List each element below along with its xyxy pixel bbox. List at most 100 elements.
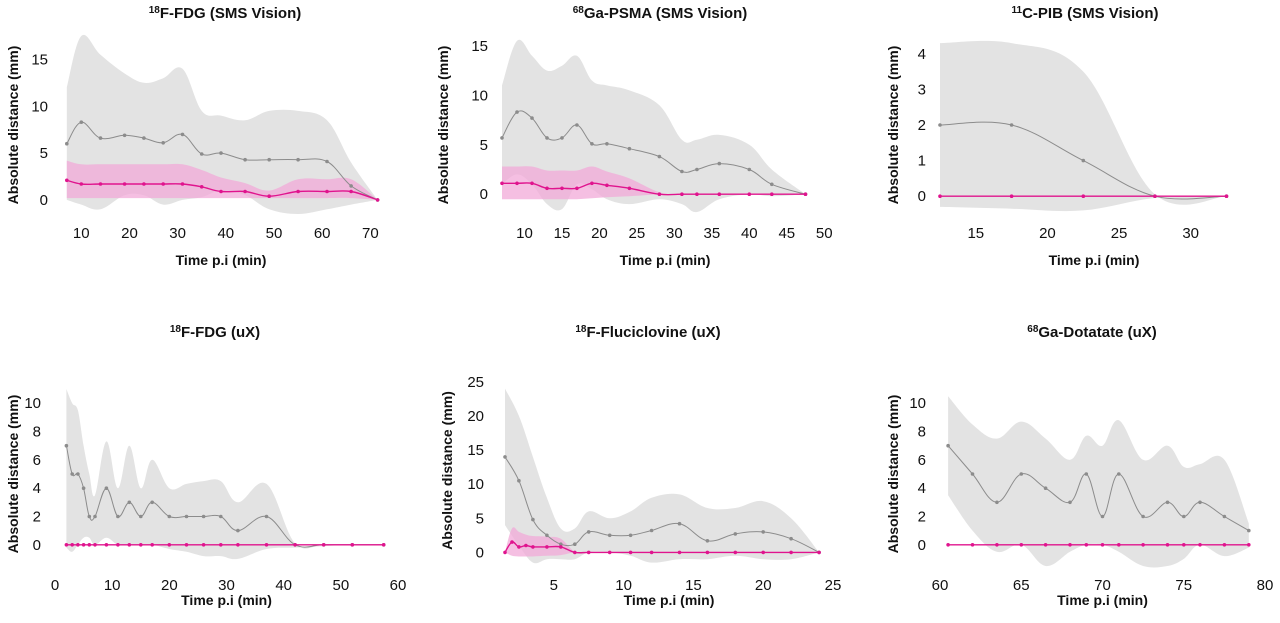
chart-title-text: F-FDG (uX) (181, 324, 260, 341)
data-point-pink (1222, 543, 1227, 547)
y-tick-label: 0 (40, 192, 48, 209)
data-point-grey (1222, 514, 1227, 519)
data-point-pink (381, 543, 386, 547)
data-point-grey (81, 486, 86, 491)
data-point-pink (104, 543, 109, 547)
series-band-pink (66, 160, 378, 200)
x-tick-label: 0 (51, 577, 59, 594)
y-tick-label: 5 (40, 145, 48, 162)
data-point-pink (1081, 194, 1086, 198)
data-point-pink (167, 543, 172, 547)
x-tick-label: 15 (554, 225, 571, 242)
data-point-grey (1084, 472, 1089, 476)
data-point-grey (530, 116, 534, 120)
x-tick-label: 70 (362, 225, 379, 242)
data-point-grey (76, 472, 80, 476)
data-point-grey (500, 136, 504, 140)
y-axis-label: Absolute distance (mm) (885, 46, 901, 205)
x-tick-label: 10 (73, 225, 90, 242)
x-tick-label: 25 (1111, 225, 1128, 242)
data-point-grey (1117, 472, 1121, 476)
data-point-pink (817, 550, 821, 555)
data-point-grey (150, 500, 154, 505)
x-tick-label: 50 (266, 225, 283, 242)
data-point-grey (695, 167, 699, 172)
data-point-pink (142, 182, 146, 186)
data-point-pink (628, 550, 633, 555)
data-point-pink (500, 181, 504, 186)
chart-panel-2: 68Ga-PSMA (SMS Vision) 0 5 10 15 10 15 20 25 30 35… (435, 5, 833, 268)
data-point-pink (1117, 543, 1121, 547)
chart-title-text: Ga-Dotatate (uX) (1038, 324, 1156, 341)
data-point-grey (1009, 123, 1014, 127)
data-point-pink (81, 543, 86, 547)
data-point-pink (199, 185, 204, 189)
chart-title: 18F-FDG (SMS Vision) (149, 5, 302, 22)
data-point-grey (628, 533, 633, 538)
data-point-grey (627, 146, 632, 151)
data-point-pink (116, 543, 120, 547)
data-point-pink (545, 186, 549, 191)
data-point-grey (1043, 486, 1048, 491)
y-tick-label: 20 (467, 408, 484, 425)
data-point-pink (1141, 543, 1145, 547)
x-tick-label: 60 (314, 225, 331, 242)
data-point-pink (649, 550, 654, 555)
data-point-pink (1224, 194, 1229, 198)
chart-panel-1: 18F-FDG (SMS Vision) 0 5 10 15 10 20 30 40 50 60 70… (5, 5, 380, 268)
chart-title: 18F-Fluciclovine (uX) (575, 324, 720, 341)
data-point-grey (236, 528, 240, 533)
y-tick-label: 10 (31, 98, 48, 115)
x-tick-label: 35 (703, 225, 720, 242)
chart-panel-5: 18F-Fluciclovine (uX) 0 5 10 15 20 25 5 10 15 20 25… (439, 324, 841, 608)
data-point-grey (1100, 514, 1105, 519)
y-tick-label: 4 (33, 480, 41, 497)
data-point-grey (79, 120, 84, 124)
x-axis-label: Time p.i (min) (181, 592, 272, 608)
data-point-pink (946, 543, 950, 547)
data-point-grey (747, 167, 752, 172)
data-point-pink (515, 181, 519, 186)
chart-title-text: F-Fluciclovine (uX) (586, 324, 720, 341)
y-tick-label: 15 (31, 51, 48, 68)
x-tick-label: 75 (1175, 577, 1192, 594)
data-point-grey (65, 141, 69, 146)
x-tick-label: 30 (218, 577, 235, 594)
data-point-pink (219, 189, 223, 194)
chart-title-text: C-PIB (SMS Vision) (1022, 5, 1158, 22)
data-point-grey (649, 528, 654, 533)
y-axis-label: Absolute distance (mm) (885, 395, 901, 554)
data-point-grey (995, 500, 999, 505)
data-point-pink (770, 192, 774, 196)
chart-title-isotope-mass: 11 (1012, 5, 1023, 16)
data-point-grey (1182, 514, 1186, 519)
data-point-grey (243, 157, 247, 162)
x-tick-label: 40 (217, 225, 234, 242)
x-tick-label: 70 (1094, 577, 1111, 594)
x-tick-label: 50 (816, 225, 833, 242)
x-tick-label: 60 (390, 577, 407, 594)
x-axis-label: Time p.i (min) (1049, 252, 1140, 268)
data-point-pink (586, 550, 591, 555)
data-point-grey (545, 136, 549, 140)
data-point-grey (98, 136, 103, 140)
x-tick-label: 20 (161, 577, 178, 594)
data-point-pink (705, 550, 710, 555)
data-point-pink (590, 181, 594, 186)
data-point-pink (559, 545, 563, 549)
x-tick-label: 20 (121, 225, 138, 242)
chart-title: 68Ga-Dotatate (uX) (1027, 324, 1156, 341)
x-tick-label: 30 (169, 225, 186, 242)
y-tick-label: 15 (467, 442, 484, 459)
series-band-grey (502, 39, 806, 213)
data-point-pink (325, 189, 329, 194)
x-tick-label: 10 (104, 577, 121, 594)
data-point-grey (517, 478, 521, 483)
chart-title: 18F-FDG (uX) (170, 324, 260, 341)
data-point-grey (87, 514, 92, 519)
data-point-pink (150, 543, 154, 547)
data-point-grey (515, 110, 519, 114)
chart-title-isotope-mass: 18 (170, 324, 182, 335)
chart-title: 68Ga-PSMA (SMS Vision) (573, 5, 747, 22)
data-point-grey (1247, 528, 1251, 533)
